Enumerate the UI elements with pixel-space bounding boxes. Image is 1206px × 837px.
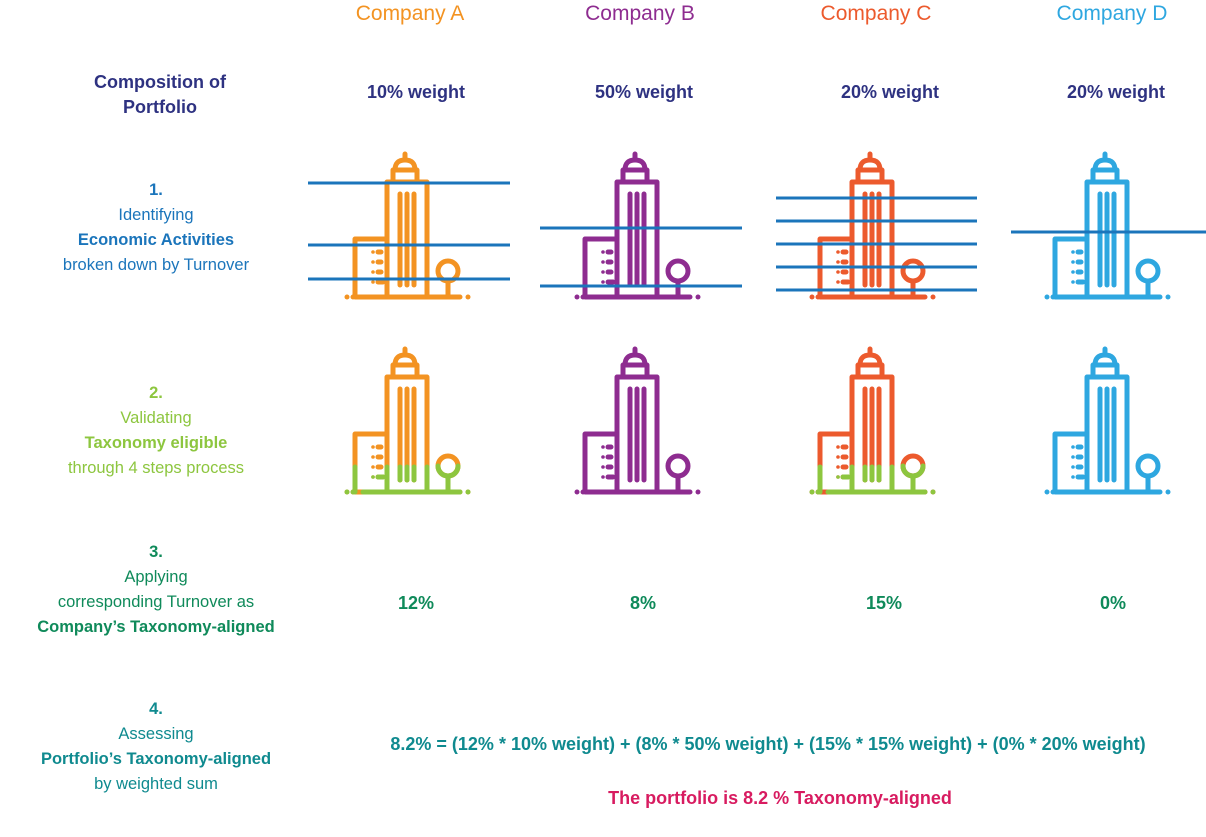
step-3-number: 3. xyxy=(149,543,163,561)
company-a-aligned-pct: 12% xyxy=(397,593,435,613)
step-4-after: by weighted sum xyxy=(94,775,218,793)
step-3-line-2: corresponding Turnover as xyxy=(57,593,255,611)
step-3-strong: Company’s Taxonomy-aligned xyxy=(37,618,275,636)
company-d-aligned-pct: 0% xyxy=(1099,593,1126,613)
building-icon-c-row2 xyxy=(809,346,936,495)
step-2-after: through 4 steps process xyxy=(67,459,245,477)
step-2-line: Validating xyxy=(120,409,192,427)
step-1-line: Identifying xyxy=(118,206,194,224)
step-3-line: Applying xyxy=(124,568,188,586)
building-shape xyxy=(1044,151,1171,300)
building-shape xyxy=(574,151,701,300)
building-shape xyxy=(574,346,701,495)
company-c-header: Company C xyxy=(820,2,932,25)
building-shape xyxy=(344,151,471,300)
building-icon-b-row2 xyxy=(574,346,701,495)
company-b-weight: 50% weight xyxy=(594,82,694,102)
step-2-strong: Taxonomy eligible xyxy=(84,434,228,452)
step-2-label: 2. Validating Taxonomy eligible through … xyxy=(0,381,312,481)
building-icon-d-row1 xyxy=(1044,151,1171,300)
step-4-strong: Portfolio’s Taxonomy-aligned xyxy=(40,750,272,768)
company-b-header: Company B xyxy=(585,2,695,25)
company-c-aligned-pct: 15% xyxy=(865,593,903,613)
step-4-line: Assessing xyxy=(118,725,194,743)
building-icon-a-row1 xyxy=(344,151,471,300)
company-a-header: Company A xyxy=(355,2,465,25)
building-icon-b-row1 xyxy=(574,151,701,300)
step-4-label: 4. Assessing Portfolio’s Taxonomy-aligne… xyxy=(0,697,312,797)
building-shape xyxy=(1044,346,1171,495)
step-4-number: 4. xyxy=(149,700,163,718)
step-3-label: 3. Applying corresponding Turnover as Co… xyxy=(0,540,312,640)
composition-label: Composition of Portfolio xyxy=(94,72,226,117)
company-d-header: Company D xyxy=(1056,2,1168,25)
step-1-number: 1. xyxy=(149,181,163,199)
eligible-portion xyxy=(809,463,936,495)
company-d-weight: 20% weight xyxy=(1066,82,1166,102)
step-1-after: broken down by Turnover xyxy=(62,256,250,274)
step-1-label: 1. Identifying Economic Activities broke… xyxy=(0,178,312,278)
eligible-portion xyxy=(344,463,471,495)
weighted-sum-formula: 8.2% = (12% * 10% weight) + (8% * 50% we… xyxy=(390,734,1146,754)
step-1-strong: Economic Activities xyxy=(77,231,235,249)
company-a-weight: 10% weight xyxy=(366,82,466,102)
portfolio-conclusion: The portfolio is 8.2 % Taxonomy-aligned xyxy=(608,788,952,808)
company-c-weight: 20% weight xyxy=(840,82,940,102)
company-b-aligned-pct: 8% xyxy=(629,593,656,613)
building-icon-d-row2 xyxy=(1044,346,1171,495)
building-icon-a-row2 xyxy=(344,346,471,495)
step-2-number: 2. xyxy=(149,384,163,402)
